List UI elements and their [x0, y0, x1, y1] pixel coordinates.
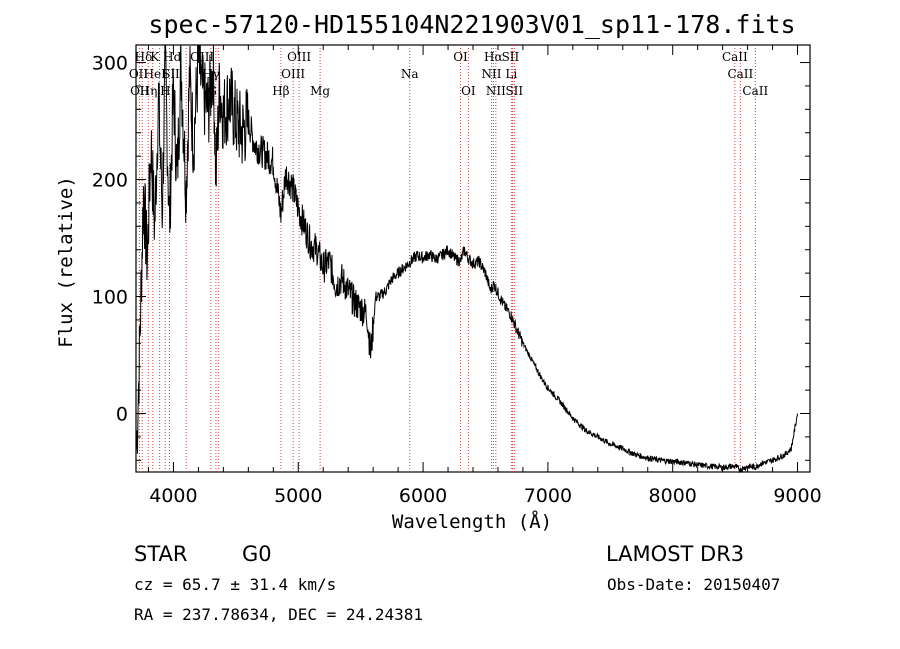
spectrum-series-line — [136, 44, 798, 474]
marker-label: CaII — [722, 50, 748, 64]
x-tick-label: 9000 — [773, 485, 821, 507]
y-axis-label: Flux (relative) — [55, 176, 77, 348]
survey-name: LAMOST DR3 — [606, 542, 744, 566]
x-axis-label: Wavelength (Å) — [392, 510, 552, 533]
marker-label: NII — [486, 84, 506, 98]
marker-label: Hα — [484, 50, 503, 64]
x-axis: 4000 5000 6000 7000 8000 9000 — [147, 45, 822, 507]
object-type: STAR — [134, 542, 187, 566]
marker-label: Na — [401, 67, 419, 81]
marker-label: H — [160, 84, 170, 98]
marker-label: K — [150, 50, 160, 64]
marker-label: Hη — [140, 84, 158, 98]
y-tick-label: 300 — [92, 53, 128, 75]
marker-label: SII — [505, 84, 523, 98]
y-tick-label: 100 — [92, 287, 128, 309]
x-tick-label: 8000 — [649, 485, 697, 507]
x-tick-label: 5000 — [274, 485, 322, 507]
marker-label: SII — [502, 50, 520, 64]
marker-label: Hd — [163, 50, 181, 64]
marker-label: OIII — [287, 50, 311, 64]
marker-label: Hδ — [135, 50, 153, 64]
marker-label: CaII — [742, 84, 768, 98]
marker-label: OIII — [281, 67, 305, 81]
chart-title: spec-57120-HD155104N221903V01_sp11-178.f… — [148, 10, 795, 39]
marker-label: OII — [129, 67, 149, 81]
x-tick-label: 6000 — [399, 485, 447, 507]
marker-label: Hβ — [272, 84, 289, 98]
marker-label: CaII — [727, 67, 753, 81]
x-tick-label: 4000 — [149, 485, 197, 507]
y-tick-label: 200 — [92, 170, 128, 192]
marker-label: OI — [461, 84, 476, 98]
x-tick-label: 7000 — [524, 485, 572, 507]
marker-label: HeI — [144, 67, 167, 81]
redshift-text: cz = 65.7 ± 31.4 km/s — [134, 575, 336, 594]
coordinates: RA = 237.78634, DEC = 24.24381 — [134, 605, 423, 624]
y-tick-label: 0 — [116, 404, 128, 426]
obs-date: Obs-Date: 20150407 — [607, 575, 780, 594]
marker-label: OII — [130, 84, 150, 98]
y-axis: 0 100 200 300 — [92, 53, 810, 461]
marker-label: Li — [505, 67, 517, 81]
marker-label: OI — [453, 50, 468, 64]
marker-label: NII — [481, 67, 501, 81]
marker-label: Mg — [310, 84, 330, 98]
spectral-subclass: G0 — [242, 542, 272, 566]
